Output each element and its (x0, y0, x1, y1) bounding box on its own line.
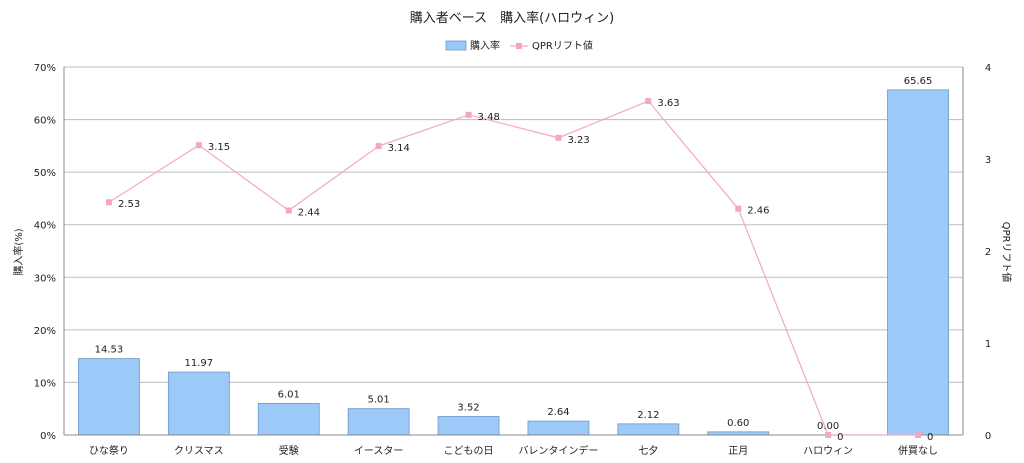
qpr-marker (195, 142, 202, 149)
y2-tick-label: 0 (985, 431, 991, 442)
y-tick-label: 0% (40, 431, 56, 442)
qpr-value-label: 0 (927, 432, 933, 443)
bar-value-label: 14.53 (95, 345, 124, 356)
qpr-marker (465, 111, 472, 118)
qpr-marker (105, 199, 112, 206)
bar-value-label: 3.52 (457, 402, 479, 413)
qpr-value-label: 2.44 (298, 208, 320, 219)
bar-data-labels: 14.53 11.97 6.01 5.01 3.52 2.64 2.12 0.60 0.00 65… (95, 76, 933, 432)
bar (617, 423, 680, 436)
bar (437, 416, 500, 436)
bar (347, 408, 410, 436)
category-labels: ひな祭り クリスマス 受験 イースター こどもの日 バレンタインデー 七夕 正月 ハロウィン 併買… (89, 444, 938, 457)
y-tick-label: 20% (34, 326, 56, 337)
bar-value-label: 0.00 (817, 421, 839, 432)
category-label: 七夕 (638, 445, 658, 457)
y2-tick-label: 2 (985, 247, 991, 258)
qpr-value-label: 3.48 (478, 112, 500, 123)
bar (257, 403, 320, 436)
bar (887, 89, 949, 436)
bar-value-label: 5.01 (368, 395, 390, 406)
y-tick-label: 50% (34, 168, 56, 179)
category-label: イースター (354, 445, 404, 457)
category-label: バレンタインデー (518, 444, 598, 457)
y-tick-label: 30% (34, 273, 56, 284)
bar-value-label: 6.01 (278, 389, 300, 400)
line-data-labels: 2.53 3.15 2.44 3.14 3.48 3.23 3.63 2.46 0 0 (118, 98, 933, 443)
right-axis-ticks: 0 1 2 3 4 (985, 63, 991, 442)
qpr-marker (555, 134, 562, 141)
axes (63, 67, 964, 436)
bar-value-label: 0.60 (727, 418, 749, 429)
y-tick-label: 60% (34, 116, 56, 127)
y2-tick-label: 4 (985, 63, 991, 74)
qpr-marker (915, 432, 922, 438)
qpr-marker (645, 98, 652, 105)
category-label: ハロウィン (803, 445, 853, 457)
legend-bar-swatch (445, 40, 467, 51)
qpr-marker (285, 207, 292, 214)
y2-tick-label: 3 (985, 155, 991, 166)
bar-value-label: 65.65 (904, 76, 933, 87)
qpr-marker (735, 205, 742, 212)
qpr-value-label: 3.23 (567, 135, 589, 146)
bar (78, 358, 140, 436)
qpr-marker (825, 432, 832, 438)
bar-value-label: 2.12 (637, 410, 659, 421)
legend-bar-label: 購入率 (470, 39, 500, 52)
y-tick-label: 10% (34, 378, 56, 389)
bar (527, 420, 590, 436)
category-label: 併買なし (898, 444, 938, 457)
category-label: 正月 (728, 445, 748, 457)
qpr-value-label: 2.46 (747, 206, 769, 217)
qpr-value-label: 2.53 (118, 199, 140, 210)
legend: 購入率 QPRリフト値 (445, 39, 593, 52)
bar-value-label: 11.97 (185, 358, 214, 369)
left-axis-ticks: 0% 10% 20% 30% 40% 50% 60% 70% (34, 63, 56, 442)
y-tick-label: 70% (34, 63, 56, 74)
y2-axis-label: QPRリフト値 (1000, 222, 1013, 283)
gridlines (64, 66, 963, 383)
category-label: ひな祭り (89, 445, 129, 457)
category-label: こどもの日 (444, 445, 494, 457)
legend-line-label: QPRリフト値 (532, 39, 593, 52)
legend-line-marker (516, 43, 522, 49)
category-label: 受験 (279, 444, 299, 457)
y-tick-label: 40% (34, 221, 56, 232)
bar (167, 371, 230, 436)
qpr-value-label: 0 (837, 432, 843, 443)
category-label: クリスマス (174, 445, 224, 457)
qpr-value-label: 3.63 (657, 98, 679, 109)
qpr-line (105, 98, 922, 438)
qpr-value-label: 3.15 (208, 142, 230, 153)
bar-value-label: 2.64 (547, 407, 569, 418)
qpr-polyline (108, 100, 919, 436)
qpr-value-label: 3.14 (388, 143, 410, 154)
y2-tick-label: 1 (985, 339, 991, 350)
qpr-marker (375, 143, 382, 150)
y-axis-label: 購入率(%) (12, 228, 25, 275)
chart-title: 購入者ベース 購入率(ハロウィン) (410, 10, 615, 26)
